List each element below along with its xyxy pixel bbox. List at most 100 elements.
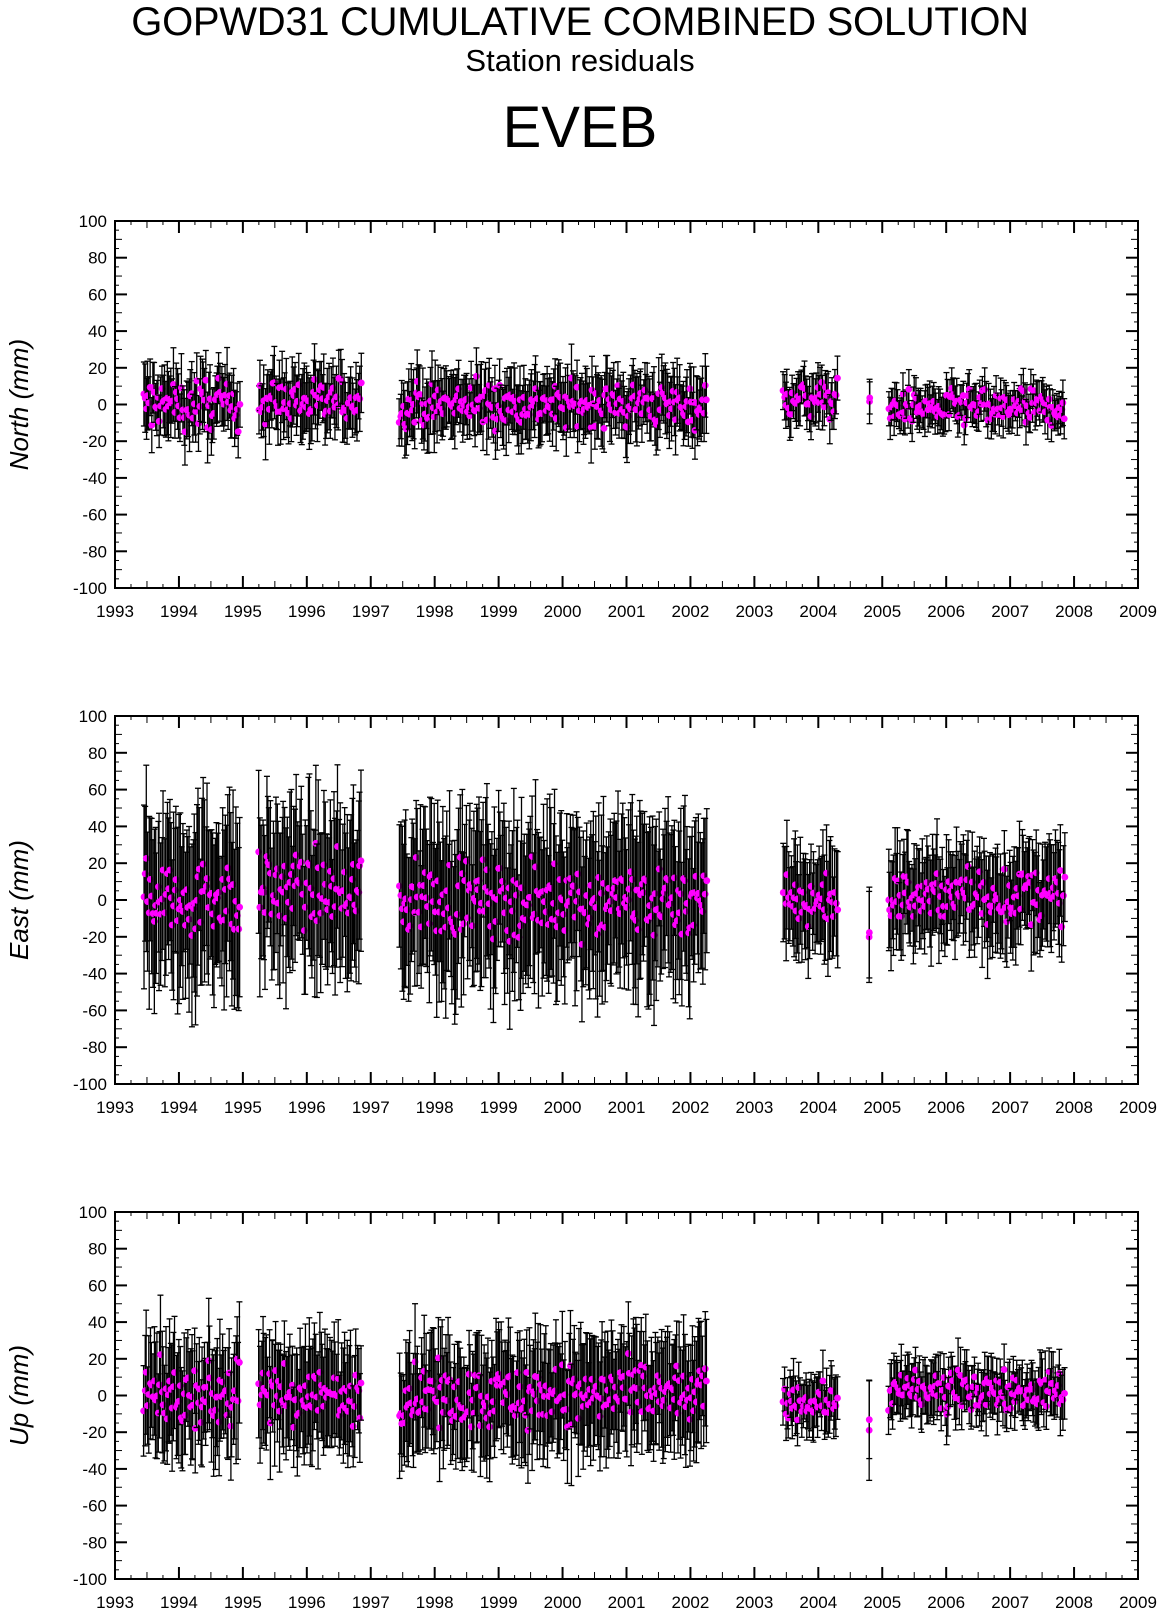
data-point — [932, 880, 940, 887]
data-point — [174, 395, 181, 403]
x-tick-label: 2009 — [1119, 602, 1157, 621]
data-point — [168, 921, 176, 929]
data-point — [236, 400, 244, 408]
chart-subtitle: Station residuals — [465, 43, 695, 78]
data-point — [686, 385, 694, 393]
data-point — [196, 402, 204, 410]
data-point — [172, 876, 180, 884]
chart-title: GOPWD31 CUMULATIVE COMBINED SOLUTION — [131, 0, 1029, 44]
data-point — [703, 877, 711, 885]
data-point — [829, 913, 837, 920]
data-point — [605, 396, 613, 403]
data-point — [256, 903, 264, 911]
data-point — [483, 416, 491, 424]
y-tick-label: -60 — [82, 506, 107, 525]
data-point — [356, 395, 364, 403]
data-point — [787, 410, 795, 418]
data-point — [411, 418, 419, 426]
data-point — [473, 372, 480, 380]
data-point — [702, 396, 710, 404]
y-tick-label: -40 — [82, 469, 107, 488]
y-tick-label: 20 — [88, 359, 107, 378]
y-tick-label: -20 — [82, 928, 107, 947]
data-point — [224, 864, 232, 872]
y-axis-label: East (mm) — [4, 840, 34, 960]
data-point — [834, 906, 842, 914]
x-tick-label: 2004 — [799, 1098, 837, 1117]
data-point — [403, 906, 411, 914]
x-tick-label: 2009 — [1119, 1098, 1157, 1117]
data-point — [357, 379, 365, 387]
data-point — [600, 424, 608, 432]
data-point — [297, 858, 305, 866]
data-point — [205, 904, 212, 911]
data-point — [148, 421, 156, 429]
x-tick-label: 1999 — [480, 602, 518, 621]
data-point — [1030, 387, 1037, 394]
data-point — [180, 414, 188, 421]
data-point — [1000, 865, 1008, 873]
y-tick-label: 40 — [88, 322, 107, 341]
data-point — [951, 904, 959, 911]
x-tick-label: 2000 — [544, 1098, 582, 1117]
data-point — [574, 870, 582, 878]
x-tick-label: 2001 — [608, 602, 646, 621]
data-point — [919, 897, 927, 905]
data-point — [270, 892, 277, 899]
data-point — [701, 381, 709, 389]
x-tick-label: 2006 — [927, 1098, 965, 1117]
data-point — [661, 884, 669, 892]
data-point — [591, 894, 599, 902]
data-point — [317, 909, 325, 917]
data-point — [412, 854, 420, 861]
data-point — [647, 912, 655, 920]
data-point — [433, 927, 441, 935]
data-point — [422, 894, 430, 902]
data-point — [595, 874, 603, 881]
data-point — [179, 908, 187, 915]
data-point — [463, 395, 470, 403]
x-tick-label: 1998 — [416, 1098, 454, 1117]
data-point — [155, 417, 163, 425]
x-tick-label: 2008 — [1055, 602, 1093, 621]
x-tick-label: 2005 — [863, 1098, 901, 1117]
data-point — [145, 399, 153, 407]
data-point — [619, 397, 627, 405]
data-point — [606, 897, 614, 905]
x-tick-label: 2005 — [863, 602, 901, 621]
data-point — [276, 912, 284, 920]
data-point — [207, 426, 215, 433]
data-point — [981, 386, 989, 393]
data-point — [341, 868, 349, 876]
data-point — [312, 839, 320, 847]
data-point — [420, 421, 428, 429]
y-tick-label: -40 — [82, 965, 107, 984]
data-point — [326, 407, 334, 415]
x-tick-label: 2002 — [672, 1098, 710, 1117]
x-tick-label: 2003 — [735, 1098, 773, 1117]
data-point — [945, 411, 953, 418]
x-tick-label: 1997 — [352, 602, 390, 621]
data-point — [496, 864, 504, 872]
x-tick-label: 1995 — [224, 602, 262, 621]
data-point — [273, 865, 281, 873]
data-point — [573, 383, 581, 391]
y-tick-label: 0 — [98, 891, 107, 910]
data-point — [788, 389, 796, 397]
data-point — [911, 902, 919, 910]
y-tick-label: -80 — [82, 1038, 107, 1057]
data-point — [416, 390, 424, 398]
y-tick-label: -100 — [73, 1075, 107, 1094]
data-point — [796, 395, 804, 403]
data-point — [1060, 415, 1068, 423]
x-tick-label: 1999 — [480, 1098, 518, 1117]
data-point — [321, 880, 329, 888]
data-point — [632, 916, 640, 924]
data-point — [185, 915, 193, 923]
data-point — [171, 886, 179, 894]
data-point — [965, 385, 973, 393]
data-point — [1022, 418, 1030, 426]
data-point — [307, 884, 315, 892]
data-point — [1026, 413, 1034, 421]
